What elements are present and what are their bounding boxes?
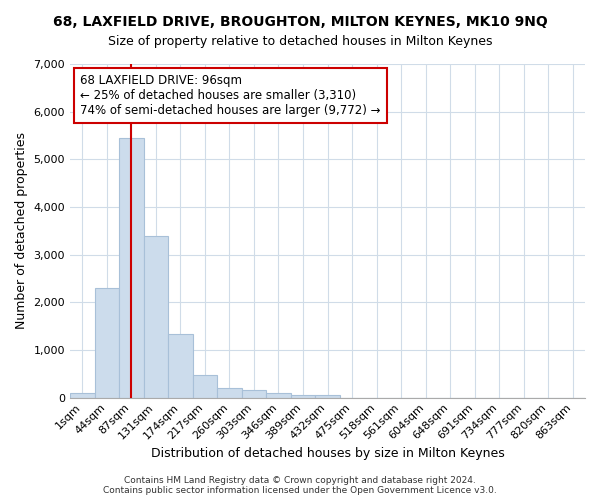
Text: Contains HM Land Registry data © Crown copyright and database right 2024.
Contai: Contains HM Land Registry data © Crown c… (103, 476, 497, 495)
Bar (70, 393, 95, 398)
Bar (217, 388, 242, 398)
Bar (168, 334, 193, 398)
Bar (266, 394, 291, 398)
Y-axis label: Number of detached properties: Number of detached properties (15, 132, 28, 330)
Bar (193, 375, 217, 398)
Bar (143, 236, 168, 398)
Bar (315, 395, 340, 398)
Bar (291, 395, 315, 398)
Text: 68 LAXFIELD DRIVE: 96sqm
← 25% of detached houses are smaller (3,310)
74% of sem: 68 LAXFIELD DRIVE: 96sqm ← 25% of detach… (80, 74, 381, 117)
X-axis label: Distribution of detached houses by size in Milton Keynes: Distribution of detached houses by size … (151, 447, 505, 460)
Text: Size of property relative to detached houses in Milton Keynes: Size of property relative to detached ho… (108, 35, 492, 48)
Bar (119, 138, 143, 398)
Bar (95, 288, 119, 398)
Text: 68, LAXFIELD DRIVE, BROUGHTON, MILTON KEYNES, MK10 9NQ: 68, LAXFIELD DRIVE, BROUGHTON, MILTON KE… (53, 15, 547, 29)
Bar (242, 390, 266, 398)
